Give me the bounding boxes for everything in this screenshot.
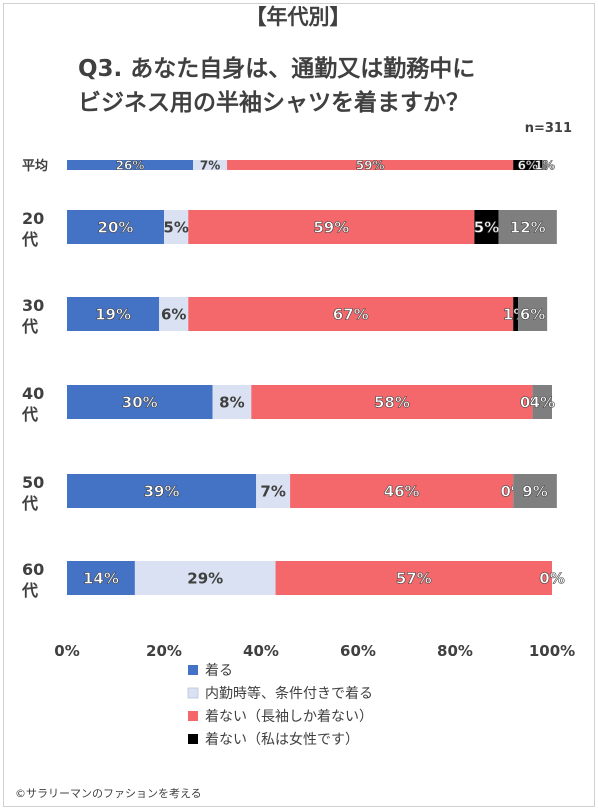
bar-segment — [67, 474, 257, 508]
bar-segment — [134, 561, 276, 595]
bar-segment — [159, 297, 189, 331]
chart-title-line: ビジネス用の半袖シャツを着ますか？ — [78, 89, 469, 116]
category-label: 60 — [22, 560, 44, 579]
bar-segment — [532, 385, 552, 419]
bar-segment — [290, 474, 514, 508]
bar-segment — [498, 210, 557, 244]
bar-segment — [67, 561, 135, 595]
category-label: 代 — [21, 317, 38, 336]
category-label: 代 — [21, 230, 38, 249]
category-label: 代 — [21, 494, 38, 513]
data-label: 14% — [83, 570, 119, 588]
data-label: 30% — [122, 394, 158, 412]
bar-segment — [275, 561, 552, 595]
copyright-text: ©サラリーマンのファションを考える — [15, 787, 202, 800]
chart-title-line: 【年代別】 — [246, 5, 351, 29]
x-tick-label: 80% — [437, 642, 473, 660]
data-label: 0% — [539, 570, 564, 588]
sample-size-note: n=311 — [525, 121, 572, 136]
data-label: 39% — [144, 483, 180, 501]
bar-segment — [164, 210, 189, 244]
category-label: 代 — [21, 581, 38, 600]
bar-segment — [193, 160, 228, 170]
data-label: 4% — [530, 394, 555, 412]
category-label: 50 — [22, 473, 44, 492]
data-label: 7% — [200, 159, 220, 173]
data-label: 29% — [187, 570, 223, 588]
data-label: 59% — [356, 159, 385, 173]
data-label: 12% — [510, 219, 546, 237]
category-label: 30 — [22, 296, 44, 315]
bar-segment — [518, 297, 548, 331]
bar-segment — [256, 474, 291, 508]
bar-segment — [513, 297, 519, 331]
bar-segment — [212, 385, 252, 419]
data-label: 19% — [95, 306, 131, 324]
data-label: 6% — [520, 306, 545, 324]
bar-segment — [67, 210, 164, 244]
data-label: 58% — [374, 394, 410, 412]
x-tick-label: 20% — [146, 642, 182, 660]
bar-segment — [67, 385, 213, 419]
data-label: 8% — [219, 394, 244, 412]
legend-label: 着ない（私は女性です） — [205, 731, 359, 748]
data-label: 67% — [333, 306, 369, 324]
data-label: 5% — [474, 219, 499, 237]
bar-segment — [542, 160, 548, 170]
chart-title-line: Q3. あなた自身は、通勤又は勤務中に — [78, 55, 475, 82]
bar-segment — [513, 474, 557, 508]
category-label: 平均 — [22, 158, 48, 174]
data-label: 7% — [260, 483, 285, 501]
legend-swatch — [188, 734, 198, 744]
data-label: 57% — [396, 570, 432, 588]
x-tick-label: 60% — [340, 642, 376, 660]
legend-swatch — [188, 665, 198, 675]
data-label: 6% — [518, 159, 538, 173]
data-label: 46% — [384, 483, 420, 501]
bar-segment — [188, 210, 475, 244]
bar-segment — [513, 160, 543, 170]
category-label: 40 — [22, 384, 44, 403]
bar-segment — [67, 297, 160, 331]
data-label: 26% — [116, 159, 145, 173]
x-tick-label: 0% — [54, 642, 79, 660]
data-label: 9% — [522, 483, 547, 501]
bar-segment — [474, 210, 499, 244]
x-tick-label: 40% — [243, 642, 279, 660]
data-label: 20% — [98, 219, 134, 237]
legend-label: 着ない（長袖しか着ない） — [205, 709, 373, 725]
bar-segment — [188, 297, 514, 331]
bar-segment — [251, 385, 533, 419]
bar-segment — [227, 160, 514, 170]
data-label: 59% — [313, 219, 349, 237]
legend-swatch — [188, 711, 198, 721]
data-label: 6% — [161, 306, 186, 324]
legend-swatch — [187, 687, 199, 699]
category-label: 代 — [21, 405, 38, 424]
bar-segment — [67, 160, 194, 170]
legend-label: 内勤時等、条件付きで着る — [205, 685, 373, 702]
x-tick-label: 100% — [529, 642, 575, 660]
category-label: 20 — [22, 209, 44, 228]
legend-label: 着る — [205, 663, 233, 679]
data-label: 5% — [163, 219, 188, 237]
data-label: 1% — [535, 159, 555, 173]
